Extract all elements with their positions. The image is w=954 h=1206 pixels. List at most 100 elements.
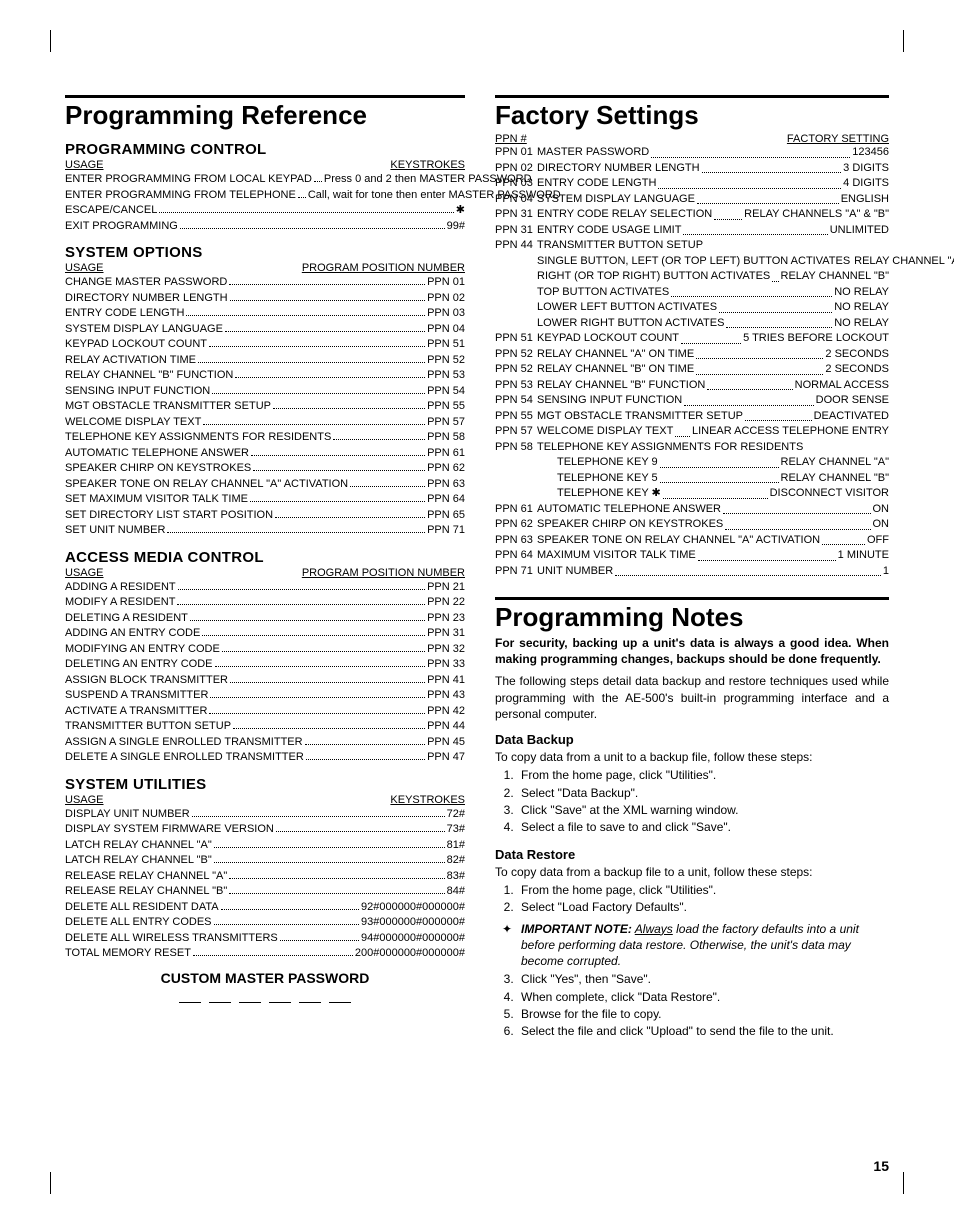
step-item: From the home page, click "Utilities". <box>517 882 889 899</box>
restore-important-note: ✦ IMPORTANT NOTE: Always load the factor… <box>495 921 889 970</box>
factory-row: PPN 03ENTRY CODE LENGTH4 DIGITS <box>495 176 889 192</box>
factory-row: TELEPHONE KEY ✱DISCONNECT VISITOR <box>495 486 889 502</box>
table-row: SET MAXIMUM VISITOR TALK TIMEPPN 64 <box>65 492 465 508</box>
table-row: WELCOME DISPLAY TEXTPPN 57 <box>65 415 465 431</box>
step-item: Select the file and click "Upload" to se… <box>517 1023 889 1040</box>
step-item: Browse for the file to copy. <box>517 1006 889 1023</box>
factory-row: LOWER LEFT BUTTON ACTIVATESNO RELAY <box>495 300 889 316</box>
table-row: DIRECTORY NUMBER LENGTHPPN 02 <box>65 291 465 307</box>
factory-row: TOP BUTTON ACTIVATESNO RELAY <box>495 285 889 301</box>
factory-row: PPN 61AUTOMATIC TELEPHONE ANSWERON <box>495 502 889 518</box>
table-header: USAGEKEYSTROKES <box>65 794 465 806</box>
table-row: SET UNIT NUMBERPPN 71 <box>65 523 465 539</box>
table-row: ADDING AN ENTRY CODEPPN 31 <box>65 626 465 642</box>
table-row: EXIT PROGRAMMING99# <box>65 219 465 235</box>
table-row: DELETE ALL ENTRY CODES93#000000#000000# <box>65 915 465 931</box>
factory-row: PPN 64MAXIMUM VISITOR TALK TIME1 MINUTE <box>495 548 889 564</box>
table-row: ASSIGN A SINGLE ENROLLED TRANSMITTERPPN … <box>65 735 465 751</box>
table-row: ESCAPE/CANCEL✱ <box>65 203 465 219</box>
backup-steps: From the home page, click "Utilities".Se… <box>495 767 889 837</box>
factory-row: LOWER RIGHT BUTTON ACTIVATESNO RELAY <box>495 316 889 332</box>
notes-p1: For security, backing up a unit's data i… <box>495 635 889 667</box>
factory-row: PPN 04SYSTEM DISPLAY LANGUAGEENGLISH <box>495 192 889 208</box>
factory-row: PPN 52RELAY CHANNEL "A" ON TIME2 SECONDS <box>495 347 889 363</box>
table-row: DELETING AN ENTRY CODEPPN 33 <box>65 657 465 673</box>
factory-row: PPN 53RELAY CHANNEL "B" FUNCTIONNORMAL A… <box>495 378 889 394</box>
table-row: SET DIRECTORY LIST START POSITIONPPN 65 <box>65 508 465 524</box>
table-row: LATCH RELAY CHANNEL "A"81# <box>65 838 465 854</box>
notes-p2: The following steps detail data backup a… <box>495 673 889 722</box>
table-row: MODIFYING AN ENTRY CODEPPN 32 <box>65 642 465 658</box>
table-row: DISPLAY SYSTEM FIRMWARE VERSION73# <box>65 822 465 838</box>
restore-intro: To copy data from a backup file to a uni… <box>495 864 889 880</box>
table-row: SPEAKER TONE ON RELAY CHANNEL "A" ACTIVA… <box>65 477 465 493</box>
step-item: From the home page, click "Utilities". <box>517 767 889 784</box>
factory-row: PPN 55MGT OBSTACLE TRANSMITTER SETUPDEAC… <box>495 409 889 425</box>
sys-util-table: DISPLAY UNIT NUMBER72#DISPLAY SYSTEM FIR… <box>65 807 465 962</box>
step-item: When complete, click "Data Restore". <box>517 989 889 1006</box>
factory-row: SINGLE BUTTON, LEFT (OR TOP LEFT) BUTTON… <box>495 254 889 270</box>
table-row: ENTRY CODE LENGTHPPN 03 <box>65 306 465 322</box>
sys-options-table: CHANGE MASTER PASSWORDPPN 01DIRECTORY NU… <box>65 275 465 539</box>
factory-table: PPN 01MASTER PASSWORD123456PPN 02DIRECTO… <box>495 145 889 579</box>
table-row: KEYPAD LOCKOUT COUNTPPN 51 <box>65 337 465 353</box>
table-row: LATCH RELAY CHANNEL "B"82# <box>65 853 465 869</box>
left-column: Programming Reference PROGRAMMING CONTRO… <box>65 95 465 1045</box>
table-row: DELETING A RESIDENTPPN 23 <box>65 611 465 627</box>
step-item: Click "Yes", then "Save". <box>517 971 889 988</box>
factory-row: PPN 01MASTER PASSWORD123456 <box>495 145 889 161</box>
factory-row: PPN 31ENTRY CODE RELAY SELECTIONRELAY CH… <box>495 207 889 223</box>
table-row: TELEPHONE KEY ASSIGNMENTS FOR RESIDENTSP… <box>65 430 465 446</box>
factory-row: PPN 57WELCOME DISPLAY TEXTLINEAR ACCESS … <box>495 424 889 440</box>
table-row: ENTER PROGRAMMING FROM LOCAL KEYPADPress… <box>65 172 465 188</box>
title-factory-settings: Factory Settings <box>495 95 889 131</box>
backup-intro: To copy data from a unit to a backup fil… <box>495 749 889 765</box>
section-data-backup: Data Backup <box>495 732 889 747</box>
factory-row: PPN 52RELAY CHANNEL "B" ON TIME2 SECONDS <box>495 362 889 378</box>
restore-steps-b: Click "Yes", then "Save".When complete, … <box>495 971 889 1041</box>
factory-row: PPN 58TELEPHONE KEY ASSIGNMENTS FOR RESI… <box>495 440 889 456</box>
table-row: TOTAL MEMORY RESET200#000000#000000# <box>65 946 465 962</box>
table-row: DELETE ALL RESIDENT DATA92#000000#000000… <box>65 900 465 916</box>
table-row: DELETE ALL WIRELESS TRANSMITTERS94#00000… <box>65 931 465 947</box>
table-row: ENTER PROGRAMMING FROM TELEPHONECall, wa… <box>65 188 465 204</box>
prog-control-table: ENTER PROGRAMMING FROM LOCAL KEYPADPress… <box>65 172 465 234</box>
factory-row: PPN 31ENTRY CODE USAGE LIMITUNLIMITED <box>495 223 889 239</box>
table-header: USAGEPROGRAM POSITION NUMBER <box>65 567 465 579</box>
right-column: Factory Settings PPN # FACTORY SETTING P… <box>495 95 889 1045</box>
table-row: SPEAKER CHIRP ON KEYSTROKESPPN 62 <box>65 461 465 477</box>
password-blanks <box>65 990 465 1006</box>
step-item: Select "Data Backup". <box>517 785 889 802</box>
table-row: DELETE A SINGLE ENROLLED TRANSMITTERPPN … <box>65 750 465 766</box>
factory-header: PPN # FACTORY SETTING <box>495 133 889 145</box>
title-programming-reference: Programming Reference <box>65 95 465 131</box>
table-row: RELEASE RELAY CHANNEL "B"84# <box>65 884 465 900</box>
page-number: 15 <box>873 1158 889 1174</box>
section-access-media: ACCESS MEDIA CONTROL <box>65 549 465 566</box>
section-system-utilities: SYSTEM UTILITIES <box>65 776 465 793</box>
table-row: SYSTEM DISPLAY LANGUAGEPPN 04 <box>65 322 465 338</box>
step-item: Select "Load Factory Defaults". <box>517 899 889 916</box>
restore-steps-a: From the home page, click "Utilities".Se… <box>495 882 889 917</box>
factory-row: PPN 44TRANSMITTER BUTTON SETUP <box>495 238 889 254</box>
factory-row: TELEPHONE KEY 9RELAY CHANNEL "A" <box>495 455 889 471</box>
table-row: ACTIVATE A TRANSMITTERPPN 42 <box>65 704 465 720</box>
table-row: TRANSMITTER BUTTON SETUPPPN 44 <box>65 719 465 735</box>
table-header: USAGEPROGRAM POSITION NUMBER <box>65 262 465 274</box>
table-row: RELAY ACTIVATION TIMEPPN 52 <box>65 353 465 369</box>
title-programming-notes: Programming Notes <box>495 597 889 633</box>
table-row: CHANGE MASTER PASSWORDPPN 01 <box>65 275 465 291</box>
factory-row: PPN 63SPEAKER TONE ON RELAY CHANNEL "A" … <box>495 533 889 549</box>
factory-row: PPN 51KEYPAD LOCKOUT COUNT5 TRIES BEFORE… <box>495 331 889 347</box>
section-system-options: SYSTEM OPTIONS <box>65 244 465 261</box>
factory-row: RIGHT (OR TOP RIGHT) BUTTON ACTIVATESREL… <box>495 269 889 285</box>
factory-row: PPN 54SENSING INPUT FUNCTIONDOOR SENSE <box>495 393 889 409</box>
table-row: SENSING INPUT FUNCTIONPPN 54 <box>65 384 465 400</box>
table-row: MODIFY A RESIDENTPPN 22 <box>65 595 465 611</box>
table-row: ASSIGN BLOCK TRANSMITTERPPN 41 <box>65 673 465 689</box>
section-data-restore: Data Restore <box>495 847 889 862</box>
table-row: SUSPEND A TRANSMITTERPPN 43 <box>65 688 465 704</box>
table-row: AUTOMATIC TELEPHONE ANSWERPPN 61 <box>65 446 465 462</box>
table-row: MGT OBSTACLE TRANSMITTER SETUPPPN 55 <box>65 399 465 415</box>
table-row: ADDING A RESIDENTPPN 21 <box>65 580 465 596</box>
